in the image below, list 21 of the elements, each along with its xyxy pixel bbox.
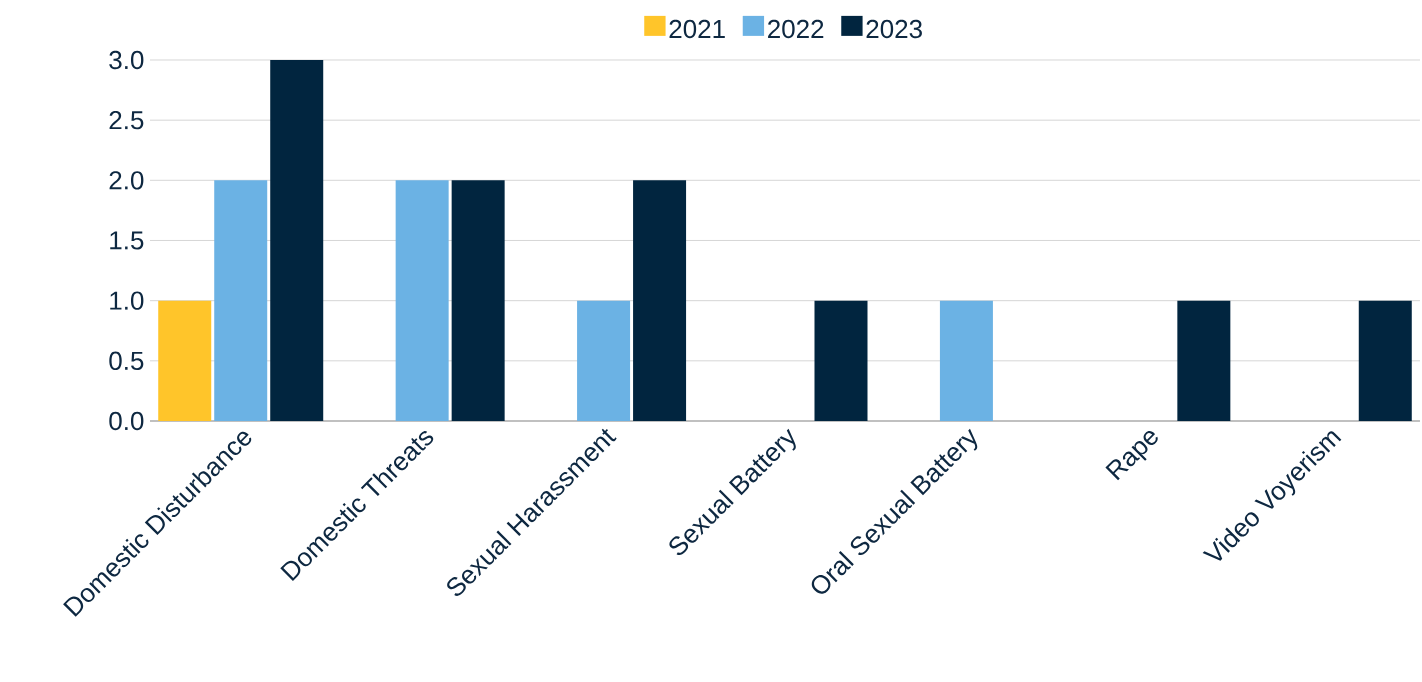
y-tick-label: 1.0 [110,291,144,310]
bar [451,180,505,421]
legend-label: 2022 [768,19,824,39]
y-tick-label: 2.5 [109,110,144,130]
bar [633,180,687,421]
bar [395,180,449,421]
y-tick-label: 0.0 [109,411,144,431]
y-tick-label: 3.0 [109,50,144,70]
bar [214,180,268,421]
bar [939,300,993,421]
legend-label: 2023 [866,19,922,39]
bar [158,300,212,421]
y-tick-label: 2.0 [109,171,144,190]
legend-label: 2021 [669,19,725,39]
bar [577,300,631,421]
y-tick-label: 0.5 [109,351,144,371]
bar [270,60,324,421]
bar [814,300,868,421]
bar [1177,300,1231,421]
y-tick-label: 1.5 [110,231,144,250]
bar [1358,300,1412,421]
